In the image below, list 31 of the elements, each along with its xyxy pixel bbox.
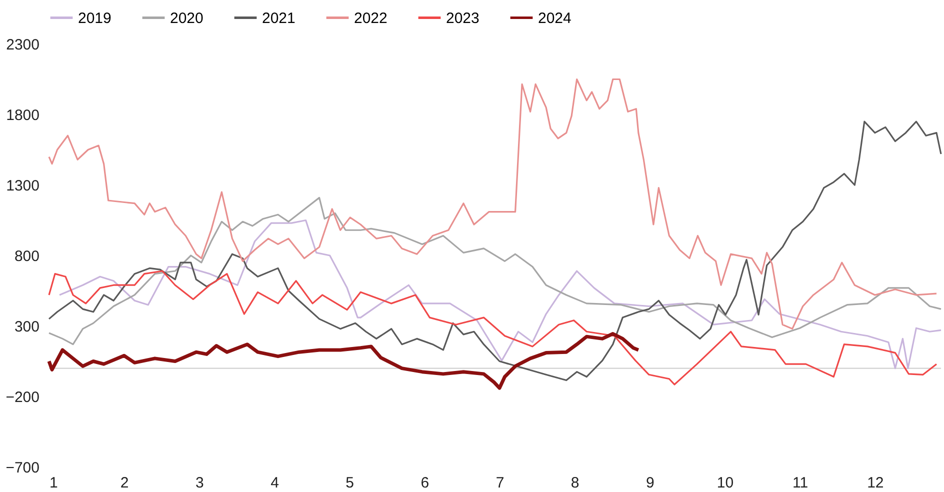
- y-tick-label: −700: [6, 460, 40, 476]
- x-tick-label: 11: [792, 474, 808, 492]
- x-tick-label: 8: [570, 474, 580, 492]
- y-tick-label: 800: [14, 248, 40, 265]
- legend-label: 2024: [538, 10, 572, 27]
- line-series: [48, 78, 938, 330]
- x-tick-label: 10: [716, 474, 734, 492]
- x-tick-label: 3: [195, 474, 204, 492]
- y-tick-label: −200: [6, 389, 40, 406]
- x-tick-label: 9: [646, 474, 654, 492]
- x-tick-label: 2: [120, 474, 129, 492]
- line-series: [48, 120, 942, 382]
- x-tick-label: 1: [50, 474, 58, 492]
- x-tick-label: 4: [270, 474, 279, 492]
- line-series: [48, 196, 942, 346]
- line-series: [58, 219, 942, 370]
- legend-label: 2020: [170, 10, 204, 27]
- x-tick-label: 7: [496, 474, 504, 492]
- y-tick-label: 2300: [6, 36, 40, 54]
- y-tick-label: 300: [14, 318, 40, 336]
- legend-label: 2022: [354, 10, 388, 27]
- x-tick-label: 12: [867, 474, 884, 492]
- line-series: [48, 270, 938, 386]
- x-tick-label: 5: [346, 474, 354, 492]
- legend-label: 2019: [78, 10, 112, 27]
- legend-label: 2021: [262, 10, 296, 27]
- legend-label: 2023: [446, 10, 480, 27]
- line-series: [47, 332, 640, 390]
- y-tick-label: 1800: [6, 107, 40, 124]
- x-tick-label: 6: [420, 474, 430, 492]
- y-tick-label: 1300: [6, 178, 40, 194]
